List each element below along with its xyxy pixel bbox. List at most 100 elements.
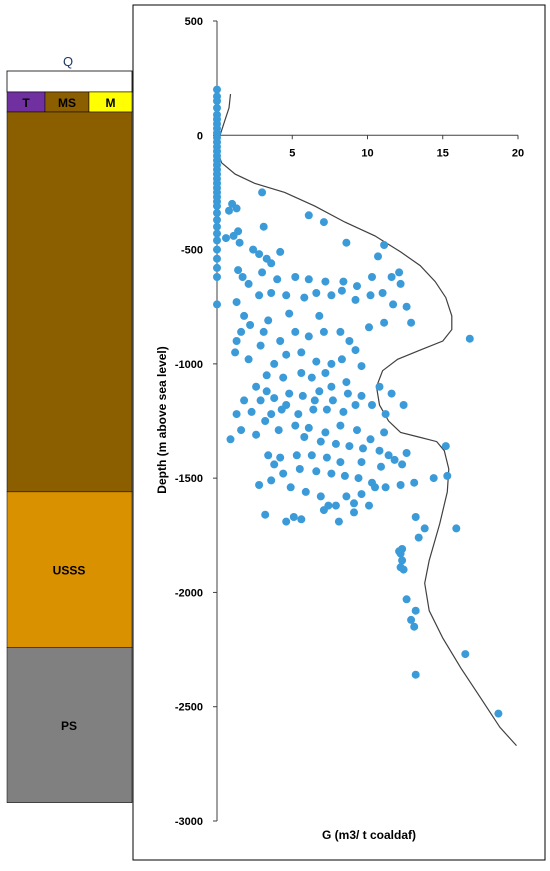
y-tick-label: 0 bbox=[197, 130, 203, 142]
data-point bbox=[396, 279, 405, 288]
y-tick-label: -1500 bbox=[175, 473, 203, 485]
data-point bbox=[258, 188, 267, 197]
data-point bbox=[337, 286, 346, 295]
data-point bbox=[225, 206, 233, 215]
data-point bbox=[378, 289, 387, 297]
stratigraphic-column: Q T MS M USSS PS bbox=[6, 54, 133, 803]
data-point bbox=[328, 396, 337, 405]
data-point bbox=[312, 467, 321, 476]
data-point bbox=[238, 273, 247, 281]
data-point bbox=[282, 350, 291, 359]
data-point bbox=[399, 401, 408, 409]
trend-curve-group bbox=[216, 94, 517, 747]
data-point bbox=[282, 401, 291, 409]
data-point bbox=[273, 275, 282, 284]
data-point bbox=[336, 421, 345, 430]
data-point bbox=[226, 435, 235, 444]
data-point bbox=[315, 387, 324, 396]
column-thin-unit-label-0: T bbox=[22, 96, 30, 110]
data-point bbox=[384, 451, 393, 460]
data-point bbox=[307, 451, 316, 460]
data-point bbox=[262, 371, 271, 380]
data-point bbox=[279, 373, 288, 382]
data-point bbox=[374, 252, 382, 261]
column-top-label: Q bbox=[63, 54, 73, 69]
axes: 5000-500-1000-1500-2000-2500-30000510152… bbox=[175, 16, 524, 828]
data-point bbox=[267, 476, 276, 485]
data-point bbox=[249, 245, 258, 254]
data-point bbox=[399, 565, 408, 574]
data-point bbox=[336, 458, 345, 467]
x-tick-label: 15 bbox=[437, 147, 449, 159]
data-point bbox=[395, 268, 404, 277]
data-point bbox=[232, 204, 241, 213]
data-point bbox=[297, 515, 306, 524]
data-point bbox=[255, 250, 264, 259]
data-point bbox=[357, 490, 366, 499]
data-point bbox=[229, 231, 238, 240]
data-point bbox=[301, 487, 310, 496]
data-point bbox=[321, 428, 330, 437]
data-point bbox=[354, 474, 363, 483]
data-point bbox=[381, 483, 390, 492]
data-point bbox=[331, 501, 340, 510]
data-point bbox=[264, 451, 273, 460]
column-unit-label-1: USSS bbox=[53, 564, 86, 578]
data-point bbox=[319, 218, 328, 227]
data-point bbox=[389, 300, 398, 309]
data-point bbox=[380, 318, 389, 327]
data-point bbox=[339, 277, 348, 286]
data-point bbox=[357, 391, 366, 400]
data-point bbox=[407, 318, 416, 327]
data-point bbox=[256, 341, 265, 350]
data-point bbox=[255, 291, 264, 300]
data-point bbox=[350, 499, 358, 508]
data-point bbox=[267, 259, 276, 268]
data-point bbox=[331, 439, 340, 448]
data-point bbox=[411, 513, 420, 521]
data-point bbox=[351, 401, 360, 409]
data-point bbox=[411, 606, 420, 615]
data-point bbox=[213, 103, 221, 112]
data-point bbox=[322, 405, 331, 414]
data-point bbox=[420, 524, 429, 533]
y-tick-label: 500 bbox=[185, 16, 203, 28]
data-point bbox=[411, 670, 420, 679]
data-point bbox=[429, 474, 438, 483]
data-point bbox=[262, 387, 271, 396]
data-point bbox=[327, 469, 336, 478]
data-point bbox=[321, 277, 330, 286]
data-point bbox=[319, 327, 328, 336]
data-point bbox=[282, 291, 291, 300]
data-point bbox=[327, 382, 336, 391]
data-point bbox=[297, 369, 306, 377]
data-point bbox=[237, 327, 246, 336]
data-point bbox=[366, 435, 375, 444]
data-point bbox=[235, 238, 244, 247]
data-point bbox=[343, 389, 352, 398]
data-point bbox=[368, 273, 376, 281]
column-thin-unit-label-1: MS bbox=[58, 96, 76, 110]
data-point bbox=[252, 382, 261, 391]
data-point bbox=[213, 245, 221, 254]
data-point bbox=[213, 300, 221, 309]
data-point bbox=[291, 273, 300, 281]
column-thin-unit-label-2: M bbox=[106, 96, 116, 110]
data-point bbox=[368, 401, 376, 409]
data-point bbox=[324, 501, 333, 510]
data-point bbox=[286, 483, 295, 492]
data-point bbox=[234, 266, 243, 275]
data-point bbox=[270, 394, 279, 403]
data-point bbox=[213, 229, 221, 238]
data-point bbox=[213, 222, 221, 231]
data-point bbox=[353, 282, 361, 291]
data-point bbox=[387, 273, 396, 281]
data-point bbox=[312, 289, 321, 297]
y-tick-label: -500 bbox=[181, 245, 203, 257]
data-point bbox=[276, 453, 285, 462]
data-point bbox=[350, 508, 358, 517]
data-point bbox=[256, 396, 265, 405]
data-point bbox=[410, 478, 419, 487]
data-point bbox=[232, 298, 241, 307]
data-point bbox=[465, 334, 474, 343]
